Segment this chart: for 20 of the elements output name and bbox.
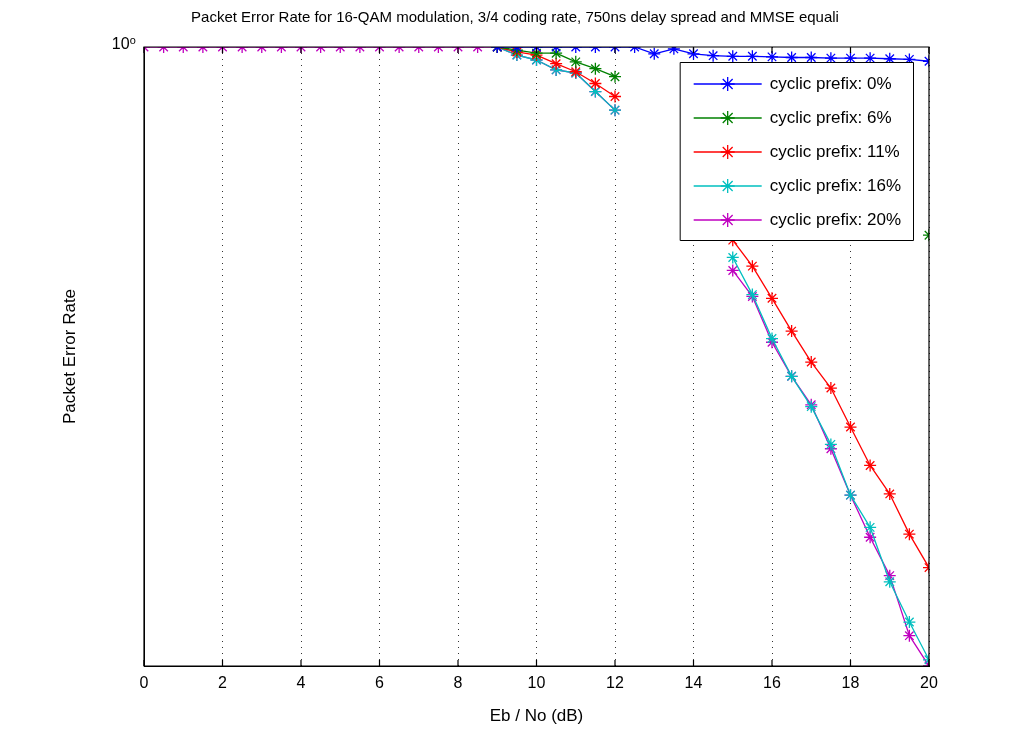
x-tick-label: 4 [296,674,306,692]
chart-title: Packet Error Rate for 16-QAM modulation, 3/4 coding rate, 750ns delay spread and MMSE equali [191,8,839,26]
x-tick-label: 10 [527,674,546,692]
x-tick-label: 14 [684,674,703,692]
x-tick-label: 8 [453,674,463,692]
x-tick-label: 12 [606,674,624,692]
legend-label: cyclic prefix: 20% [769,209,902,229]
text: 10⁰ [111,35,136,53]
legend-label: cyclic prefix: 11% [769,141,900,161]
y-axis-title: Packet Error Rate [59,288,79,425]
x-tick-label: 2 [218,674,228,692]
x-tick-label: 0 [139,674,149,692]
x-tick-label: 18 [841,674,860,692]
legend-label: cyclic prefix: 6% [769,107,892,127]
legend-label: cyclic prefix: 16% [769,175,902,195]
x-tick-label: 6 [375,674,385,692]
x-axis-title: Eb / No (dB) [489,706,584,726]
x-tick-label: 16 [763,674,781,692]
legend-label: cyclic prefix: 0% [769,73,892,93]
x-tick-label: 20 [920,674,938,692]
